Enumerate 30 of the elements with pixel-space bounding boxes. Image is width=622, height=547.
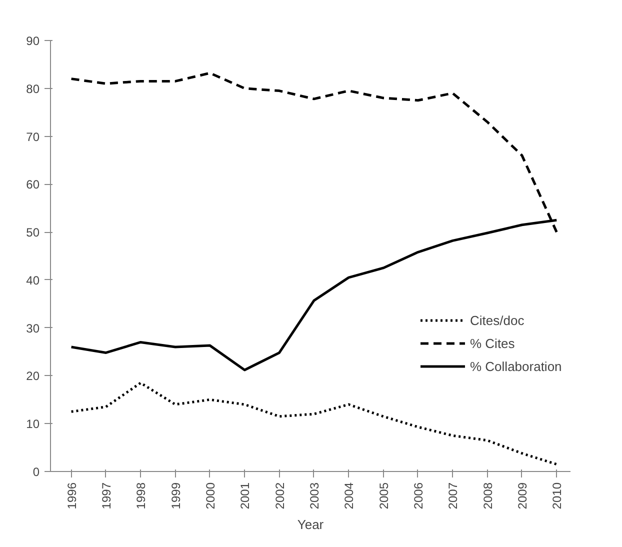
x-tick-label: 2010 bbox=[550, 482, 564, 510]
y-tick-label: 90 bbox=[26, 34, 40, 48]
legend-label: % Cites bbox=[470, 336, 515, 350]
x-tick-label: 2007 bbox=[446, 482, 460, 510]
x-tick-label: 1996 bbox=[64, 482, 79, 510]
x-tick-label: 2008 bbox=[480, 482, 495, 510]
y-tick-label: 70 bbox=[26, 130, 40, 144]
y-tick-label: 30 bbox=[26, 321, 40, 336]
x-tick-label: 1997 bbox=[99, 482, 114, 510]
x-tick-label: 2002 bbox=[272, 482, 287, 510]
x-tick-label: 2006 bbox=[411, 482, 426, 510]
y-tick-label: 10 bbox=[26, 417, 40, 432]
y-tick-label: 80 bbox=[26, 82, 40, 96]
y-tick-label: 20 bbox=[26, 369, 40, 384]
y-tick-label: 50 bbox=[26, 226, 40, 240]
x-tick-label: 2004 bbox=[342, 482, 356, 510]
x-tick-label: 2003 bbox=[307, 482, 322, 510]
legend-label: Cites/doc bbox=[470, 312, 524, 328]
x-tick-label: 2000 bbox=[203, 482, 218, 510]
y-tick-label: 40 bbox=[26, 273, 40, 288]
x-axis-title: Year bbox=[297, 517, 324, 532]
y-tick-label: 0 bbox=[32, 465, 40, 479]
x-tick-label: 2001 bbox=[238, 482, 252, 510]
line-series bbox=[70, 382, 558, 466]
y-tick-label: 60 bbox=[26, 178, 40, 192]
x-tick-label: 1998 bbox=[134, 482, 148, 510]
x-tick-label: 2009 bbox=[515, 482, 530, 510]
x-tick-label: 2005 bbox=[376, 482, 391, 510]
legend-label: % Collaboration bbox=[470, 358, 562, 374]
x-tick-label: 1999 bbox=[168, 482, 183, 510]
